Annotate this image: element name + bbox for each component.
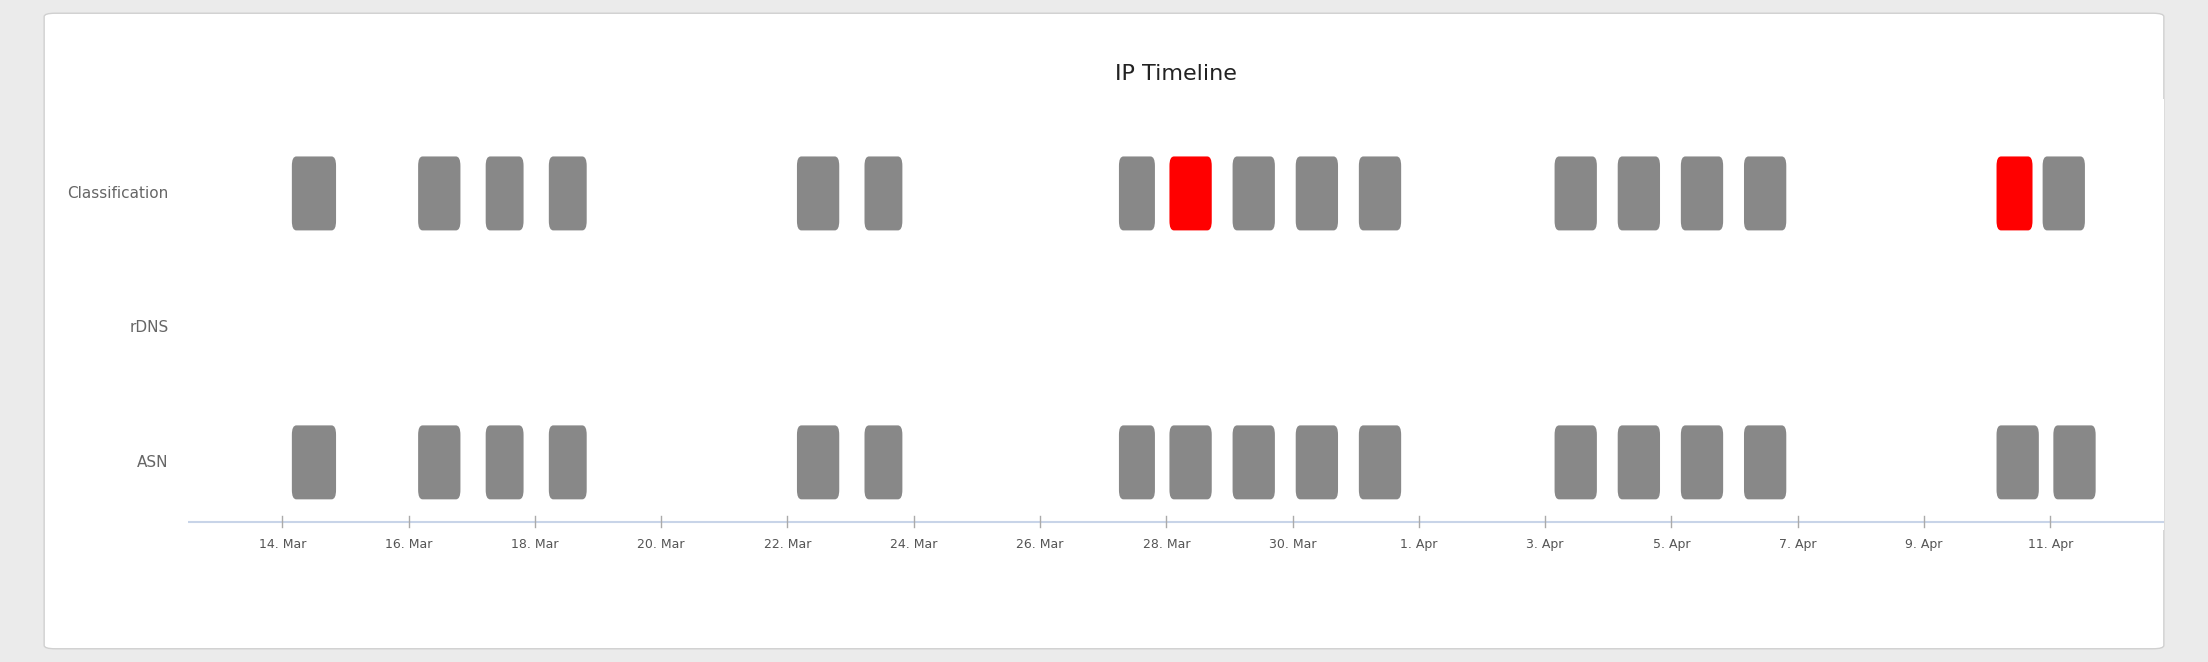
FancyBboxPatch shape: [417, 156, 461, 230]
Text: 11. Apr: 11. Apr: [2027, 538, 2073, 551]
FancyBboxPatch shape: [1232, 426, 1274, 499]
FancyBboxPatch shape: [1744, 426, 1786, 499]
FancyBboxPatch shape: [2053, 426, 2095, 499]
FancyBboxPatch shape: [486, 426, 523, 499]
Text: 28. Mar: 28. Mar: [1142, 538, 1190, 551]
Text: 20. Mar: 20. Mar: [638, 538, 684, 551]
FancyBboxPatch shape: [1618, 426, 1660, 499]
Title: IP Timeline: IP Timeline: [1115, 64, 1236, 84]
FancyBboxPatch shape: [1554, 156, 1596, 230]
FancyBboxPatch shape: [486, 156, 523, 230]
FancyBboxPatch shape: [1119, 426, 1155, 499]
FancyBboxPatch shape: [291, 426, 336, 499]
FancyBboxPatch shape: [866, 156, 903, 230]
FancyBboxPatch shape: [797, 426, 839, 499]
FancyBboxPatch shape: [1296, 156, 1338, 230]
FancyBboxPatch shape: [797, 156, 839, 230]
FancyBboxPatch shape: [550, 156, 587, 230]
FancyBboxPatch shape: [1170, 156, 1212, 230]
Text: rDNS: rDNS: [130, 320, 168, 336]
FancyBboxPatch shape: [1996, 426, 2038, 499]
FancyBboxPatch shape: [1119, 156, 1155, 230]
FancyBboxPatch shape: [1680, 426, 1722, 499]
Text: 24. Mar: 24. Mar: [890, 538, 938, 551]
Text: 18. Mar: 18. Mar: [512, 538, 559, 551]
Text: 30. Mar: 30. Mar: [1270, 538, 1316, 551]
Text: 16. Mar: 16. Mar: [384, 538, 433, 551]
FancyBboxPatch shape: [417, 426, 461, 499]
FancyBboxPatch shape: [1618, 156, 1660, 230]
Text: 1. Apr: 1. Apr: [1400, 538, 1437, 551]
Text: 3. Apr: 3. Apr: [1526, 538, 1563, 551]
Text: 14. Mar: 14. Mar: [258, 538, 307, 551]
FancyBboxPatch shape: [1680, 156, 1722, 230]
Text: Classification: Classification: [68, 186, 168, 201]
FancyBboxPatch shape: [1296, 426, 1338, 499]
FancyBboxPatch shape: [1232, 156, 1274, 230]
FancyBboxPatch shape: [2042, 156, 2084, 230]
FancyBboxPatch shape: [1744, 156, 1786, 230]
Text: ASN: ASN: [137, 455, 168, 470]
FancyBboxPatch shape: [1170, 426, 1212, 499]
Text: 7. Apr: 7. Apr: [1780, 538, 1817, 551]
FancyBboxPatch shape: [550, 426, 587, 499]
FancyBboxPatch shape: [866, 426, 903, 499]
FancyBboxPatch shape: [1554, 426, 1596, 499]
Text: 22. Mar: 22. Mar: [764, 538, 810, 551]
Text: 5. Apr: 5. Apr: [1652, 538, 1689, 551]
FancyBboxPatch shape: [1358, 426, 1402, 499]
FancyBboxPatch shape: [1996, 156, 2034, 230]
Text: 9. Apr: 9. Apr: [1906, 538, 1943, 551]
Text: 26. Mar: 26. Mar: [1016, 538, 1064, 551]
FancyBboxPatch shape: [1358, 156, 1402, 230]
FancyBboxPatch shape: [291, 156, 336, 230]
